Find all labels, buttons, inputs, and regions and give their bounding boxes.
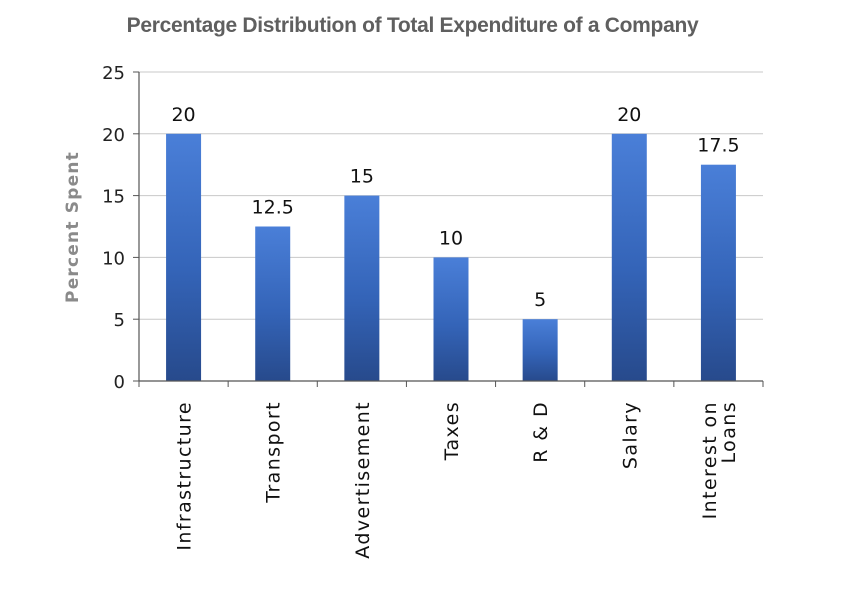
bar bbox=[611, 133, 647, 381]
data-label: 20 bbox=[617, 104, 641, 126]
x-tick-label-line: Interest on bbox=[699, 401, 721, 519]
data-label: 15 bbox=[350, 166, 374, 188]
y-axis-title: Percent Spent bbox=[63, 151, 83, 303]
x-tick-label: Infrastructure bbox=[174, 401, 196, 551]
x-tick-label: Advertisement bbox=[352, 401, 374, 559]
bar bbox=[166, 133, 202, 381]
data-label: 12.5 bbox=[252, 197, 294, 219]
x-tick-label: Transport bbox=[263, 401, 285, 504]
x-tick-label-line: Infrastructure bbox=[174, 401, 196, 551]
data-label: 5 bbox=[534, 289, 546, 311]
bar bbox=[433, 257, 469, 381]
labels: 0 5 10 15 20 25 20 Infrastructure 12.5 Transport 1… bbox=[63, 63, 740, 559]
x-tick-label: R & D bbox=[530, 401, 552, 463]
y-tick-label: 20 bbox=[102, 125, 125, 146]
data-label: 20 bbox=[171, 104, 195, 126]
y-tick-label: 0 bbox=[114, 372, 125, 393]
bar bbox=[344, 195, 380, 381]
x-tick-label-line: Advertisement bbox=[352, 401, 374, 559]
data-label: 17.5 bbox=[697, 135, 739, 157]
bar bbox=[255, 226, 291, 381]
y-tick-label: 5 bbox=[114, 310, 125, 331]
x-tick-label-line: Loans bbox=[718, 401, 740, 463]
x-tick-label-line: Salary bbox=[619, 401, 641, 469]
x-tick-label: Taxes bbox=[441, 401, 463, 461]
data-label: 10 bbox=[439, 227, 463, 249]
bar bbox=[522, 319, 558, 381]
axes bbox=[133, 71, 764, 387]
x-tick-label-line: Transport bbox=[263, 401, 285, 504]
y-tick-label: 25 bbox=[102, 63, 125, 84]
x-tick-label: Salary bbox=[619, 401, 641, 469]
bar bbox=[700, 164, 736, 381]
y-tick-label: 15 bbox=[102, 187, 125, 208]
chart-title: Percentage Distribution of Total Expendi… bbox=[126, 14, 699, 37]
x-tick-label-line: R & D bbox=[530, 401, 552, 463]
x-tick-label-line: Taxes bbox=[441, 401, 463, 461]
y-tick-label: 10 bbox=[102, 248, 125, 269]
bars bbox=[166, 133, 736, 381]
